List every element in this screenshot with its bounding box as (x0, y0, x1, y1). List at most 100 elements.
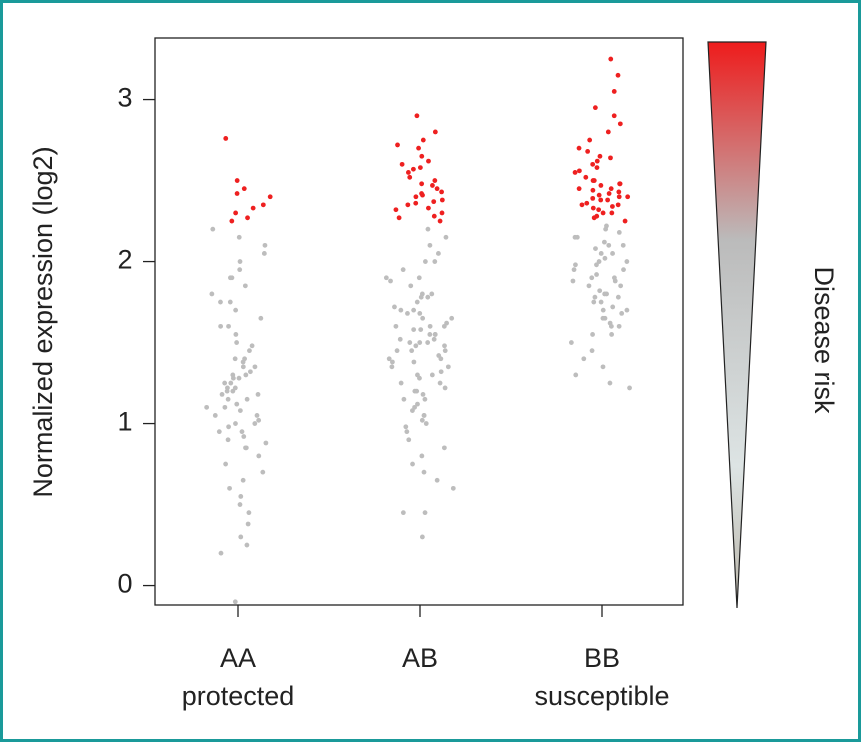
point (422, 396, 428, 402)
point (415, 372, 420, 378)
point (383, 275, 389, 281)
point (593, 246, 598, 252)
point (431, 213, 437, 219)
y-axis-label: Normalized expression (log2) (28, 146, 58, 497)
point (610, 304, 616, 310)
point (249, 343, 255, 349)
x-tick-label: BB (584, 643, 620, 673)
point (600, 307, 606, 313)
point (414, 388, 420, 394)
point (229, 218, 235, 224)
point (413, 200, 419, 206)
point (237, 259, 243, 264)
point (439, 210, 445, 216)
point (227, 299, 233, 305)
point (589, 348, 595, 354)
point (255, 392, 261, 397)
point (610, 204, 615, 209)
point (449, 315, 455, 321)
point (581, 356, 587, 362)
point (439, 197, 445, 203)
point (587, 137, 593, 143)
point (420, 392, 426, 397)
point (591, 178, 597, 183)
point (570, 278, 576, 284)
point (432, 259, 438, 264)
point (408, 283, 414, 289)
point (583, 174, 589, 180)
point (598, 251, 604, 256)
point (604, 223, 609, 229)
point (590, 195, 596, 201)
point (420, 192, 425, 198)
point (209, 291, 215, 297)
point (608, 56, 614, 62)
point (418, 327, 424, 332)
point (252, 421, 258, 426)
point (399, 161, 405, 167)
point (597, 153, 603, 159)
point (423, 421, 429, 426)
point (409, 348, 415, 354)
point (410, 461, 415, 467)
point (431, 336, 437, 342)
point (400, 267, 406, 273)
point (596, 192, 602, 198)
point (584, 200, 590, 206)
point (245, 215, 250, 221)
point (620, 242, 626, 248)
point (386, 356, 392, 362)
point (624, 259, 630, 264)
point (243, 372, 249, 378)
point (234, 340, 240, 345)
point (238, 494, 244, 499)
point (592, 105, 598, 111)
point (237, 502, 243, 507)
point (425, 226, 431, 232)
point (594, 213, 600, 219)
point (236, 375, 242, 381)
y-tick-label: 0 (117, 569, 132, 599)
point (608, 186, 614, 192)
point (396, 215, 402, 221)
point (432, 332, 438, 337)
point (225, 385, 230, 391)
point (438, 356, 444, 362)
point (568, 340, 574, 345)
point (400, 510, 406, 516)
point (586, 283, 592, 289)
point (621, 267, 626, 273)
point (398, 380, 404, 386)
point (606, 191, 612, 196)
point (405, 170, 411, 175)
point (627, 385, 632, 391)
point (425, 294, 431, 300)
point (233, 307, 239, 313)
point (239, 429, 245, 435)
point (204, 404, 210, 410)
x-tick-sublabel: protected (182, 681, 295, 711)
point (243, 445, 249, 451)
point (389, 364, 395, 370)
point (411, 359, 417, 365)
point (233, 421, 238, 426)
y-tick-label: 3 (117, 83, 132, 113)
point (596, 259, 602, 264)
point (439, 189, 444, 195)
point (242, 356, 247, 362)
point (406, 437, 412, 443)
point (218, 323, 224, 329)
point (393, 323, 399, 329)
x-tick-label: AB (402, 643, 438, 673)
point (427, 332, 433, 337)
point (438, 369, 444, 375)
point (403, 424, 409, 430)
point (420, 137, 426, 143)
point (407, 174, 413, 180)
y-tick-label: 2 (117, 245, 132, 275)
point (612, 278, 618, 284)
point (419, 453, 425, 459)
point (600, 210, 606, 216)
point (411, 327, 417, 332)
point (594, 165, 600, 171)
